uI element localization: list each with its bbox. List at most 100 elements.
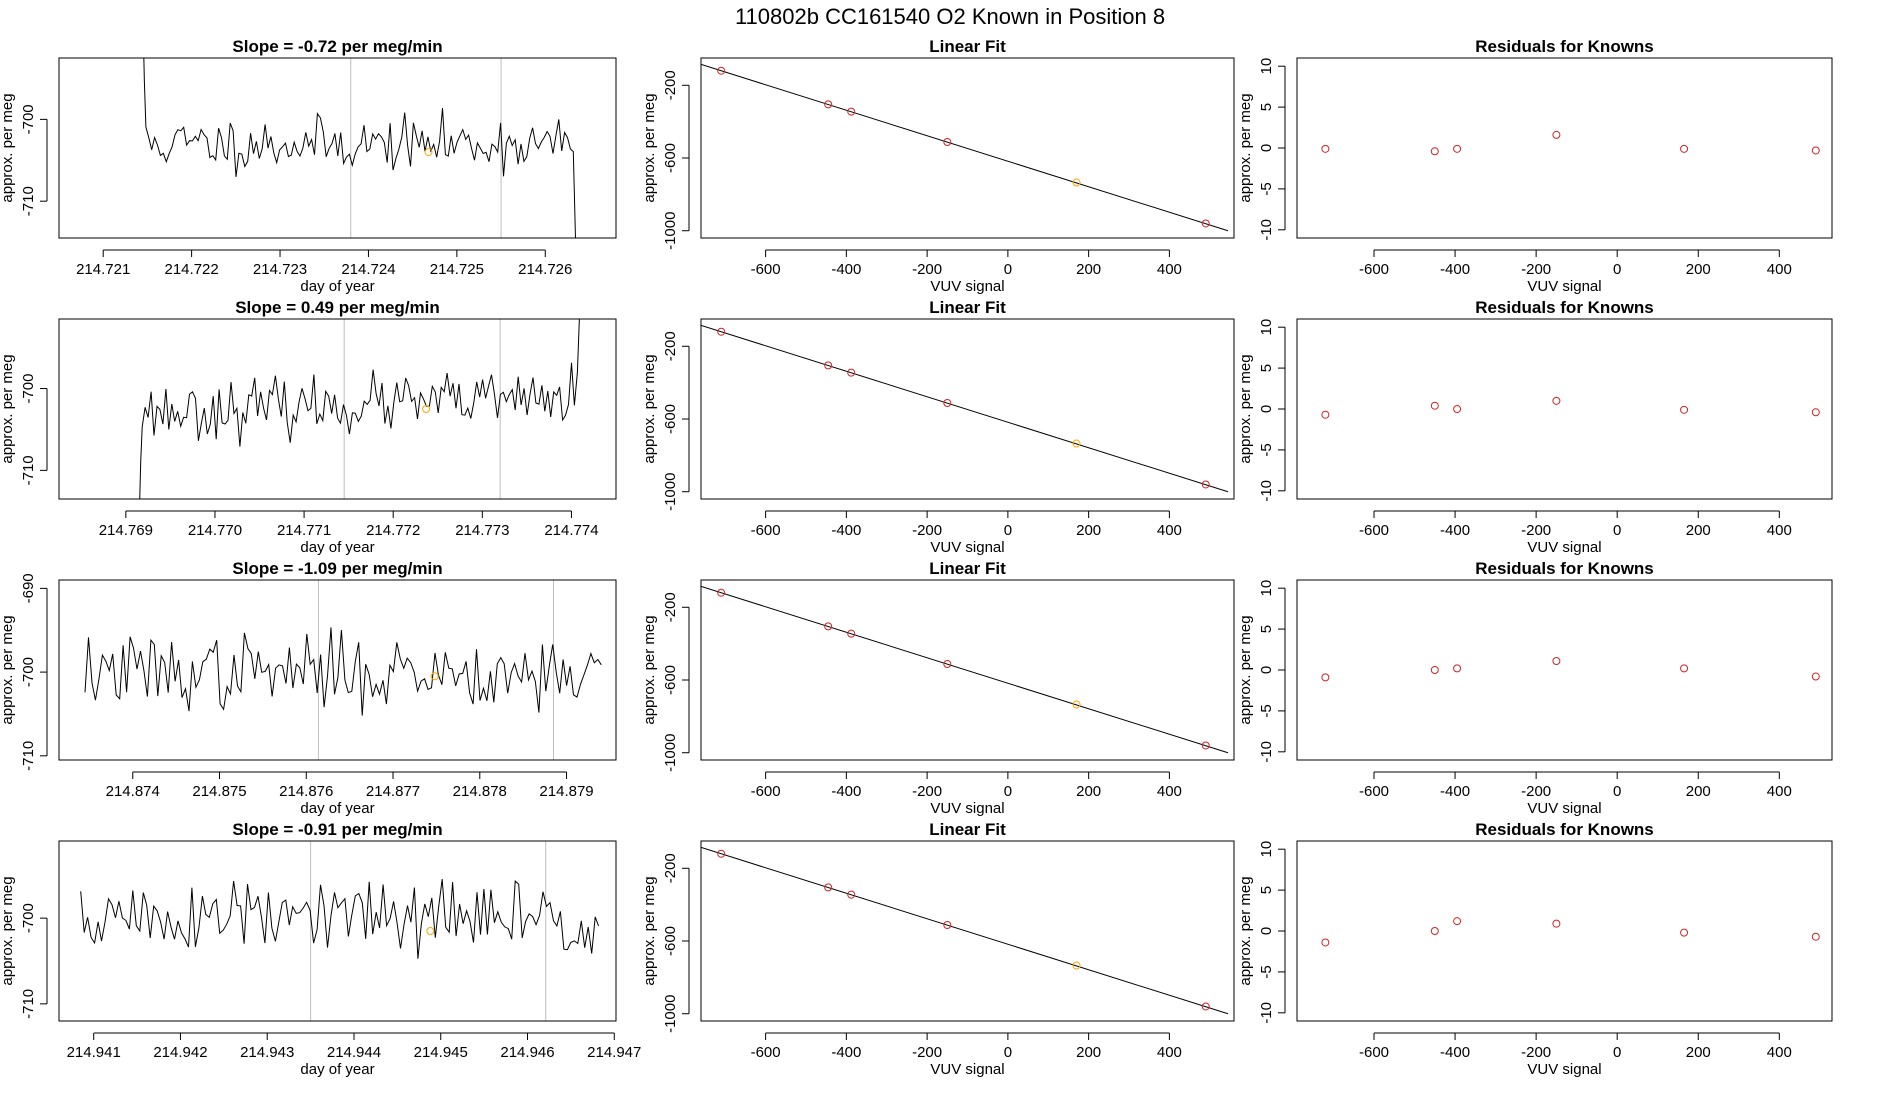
plot-frame	[1296, 318, 1833, 500]
panel-title: Linear Fit	[929, 298, 1006, 317]
x-tick-label: 214.944	[327, 1044, 381, 1061]
plot-frame	[58, 318, 617, 500]
known-point	[422, 405, 431, 413]
reference-point	[1552, 130, 1561, 139]
y-tick-label: -1000	[662, 212, 679, 250]
panel-r2-c3: Residuals for Knowns -600 -400 -200 0 200 400 V…	[1237, 298, 1833, 556]
x-tick-label: 214.722	[165, 261, 219, 278]
x-tick-label: 214.773	[455, 522, 509, 539]
x-tick-label: 214.878	[453, 783, 507, 800]
x-tick-label: 214.874	[106, 783, 160, 800]
x-tick-label: 400	[1157, 261, 1182, 278]
panel-r3-c1: Slope = -1.09 per meg/min 214.874 214.875 2…	[0, 559, 617, 817]
x-axis-label: day of year	[300, 278, 374, 295]
y-tick-label: 5	[1258, 886, 1275, 894]
x-tick-label: 214.879	[539, 783, 593, 800]
reference-point	[1201, 480, 1210, 489]
x-tick-label: 400	[1767, 261, 1792, 278]
x-tick-label: -600	[751, 1044, 781, 1061]
y-axis-label: approx. per meg	[0, 876, 16, 985]
y-tick-label: -10	[1258, 741, 1275, 763]
x-tick-label: -400	[1440, 1044, 1470, 1061]
x-axis-label: VUV signal	[1527, 278, 1601, 295]
reference-point	[943, 660, 952, 668]
x-tick-label: -200	[1521, 1044, 1551, 1061]
y-axis-label: approx. per meg	[641, 93, 658, 202]
reference-point	[1811, 932, 1820, 941]
plot-frame	[700, 579, 1235, 761]
y-tick-label: -5	[1258, 965, 1275, 978]
y-tick-label: -1000	[662, 734, 679, 772]
y-tick-label: 0	[1258, 666, 1275, 674]
y-tick-label: -200	[662, 853, 679, 883]
x-tick-label: 0	[1613, 1044, 1621, 1061]
x-tick-label: 0	[1004, 1044, 1012, 1061]
x-tick-label: -600	[1359, 261, 1389, 278]
fit-line	[701, 63, 1229, 232]
y-tick-label: -710	[20, 989, 37, 1019]
y-tick-label: 10	[1258, 319, 1275, 336]
x-tick-label: 214.941	[67, 1044, 121, 1061]
panel-title: Slope = -0.72 per meg/min	[232, 37, 442, 56]
y-tick-label: 0	[1258, 144, 1275, 152]
panel-r1-c1: Slope = -0.72 per meg/min 214.721 214.722 2…	[0, 37, 617, 295]
series-line	[84, 627, 602, 716]
x-tick-label: 214.947	[587, 1044, 641, 1061]
y-axis-label: approx. per meg	[641, 354, 658, 463]
y-tick-label: -700	[20, 104, 37, 134]
plot-content	[1321, 396, 1820, 419]
y-axis-label: approx. per meg	[641, 615, 658, 724]
reference-point	[1680, 928, 1689, 937]
y-tick-label: 0	[1258, 927, 1275, 935]
x-tick-label: 200	[1686, 522, 1711, 539]
plot-content	[701, 324, 1229, 493]
reference-point	[717, 849, 726, 858]
reference-point	[1321, 410, 1330, 419]
figure-title: 110802b CC161540 O2 Known in Position 8	[734, 4, 1166, 29]
x-tick-label: 200	[1076, 261, 1101, 278]
plot-frame	[58, 840, 617, 1022]
x-tick-label: 214.723	[253, 261, 307, 278]
panel-title: Slope = -0.91 per meg/min	[232, 820, 442, 839]
x-tick-label: 200	[1076, 1044, 1101, 1061]
x-axis-label: VUV signal	[930, 539, 1004, 556]
panel-r3-c3: Residuals for Knowns -600 -400 -200 0 200 400 V…	[1237, 559, 1833, 817]
y-tick-label: -600	[662, 665, 679, 695]
x-tick-label: 214.721	[76, 261, 130, 278]
reference-point	[847, 629, 856, 638]
panel-r2-c1: Slope = 0.49 per meg/min 214.769 214.770 21…	[0, 298, 617, 556]
y-tick-label: 10	[1258, 580, 1275, 597]
plot-frame	[58, 57, 617, 239]
x-tick-label: -400	[831, 261, 861, 278]
y-tick-label: 0	[1258, 405, 1275, 413]
y-tick-label: -600	[662, 404, 679, 434]
fit-line	[701, 585, 1229, 754]
plot-frame	[1296, 840, 1833, 1022]
reference-point	[824, 883, 833, 892]
reference-point	[1811, 672, 1820, 681]
y-tick-label: -710	[20, 741, 37, 771]
x-tick-label: 200	[1076, 783, 1101, 800]
reference-point	[847, 890, 856, 899]
x-tick-label: 0	[1004, 783, 1012, 800]
reference-point	[1201, 1002, 1210, 1011]
series-line	[80, 879, 600, 959]
panel-title: Residuals for Knowns	[1475, 298, 1654, 317]
plot-content	[139, 319, 580, 499]
y-tick-label: 5	[1258, 103, 1275, 111]
x-tick-label: 0	[1004, 261, 1012, 278]
known-point	[430, 672, 439, 681]
panel-title: Slope = -1.09 per meg/min	[232, 559, 442, 578]
reference-point	[943, 399, 952, 407]
reference-point	[943, 921, 952, 929]
reference-point	[1811, 408, 1820, 417]
reference-point	[847, 107, 856, 116]
x-tick-label: 400	[1767, 522, 1792, 539]
x-tick-label: 0	[1613, 783, 1621, 800]
plot-frame	[58, 579, 617, 761]
x-tick-label: 214.875	[192, 783, 246, 800]
x-tick-label: 214.772	[366, 522, 420, 539]
plot-content	[1321, 130, 1820, 156]
y-tick-label: -5	[1258, 182, 1275, 195]
